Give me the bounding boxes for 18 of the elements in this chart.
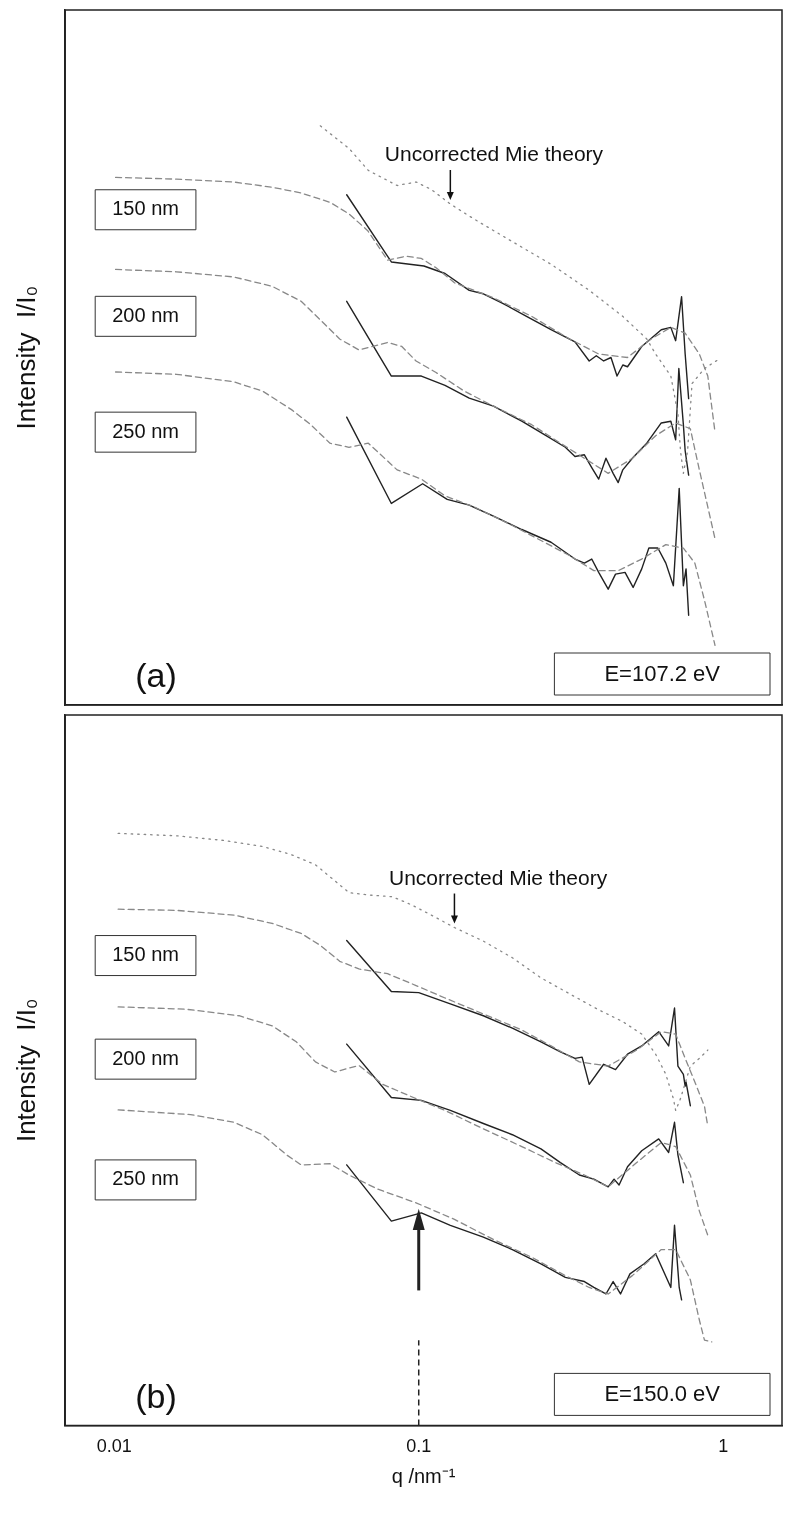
annotation: 150 nm <box>112 197 179 220</box>
annotation: Uncorrected Mie theory <box>388 865 608 889</box>
annotation: 150 nm <box>112 943 179 966</box>
x-axis-title: q /nm⁻¹ <box>391 1464 456 1487</box>
annotation: E=107.2 eV <box>604 661 721 687</box>
annotation: (b) <box>135 1376 177 1415</box>
y-axis-title: Intensity I/I₀ <box>10 998 41 1143</box>
y-axis-title: Intensity I/I₀ <box>10 285 41 430</box>
annotation: 250 nm <box>112 419 179 442</box>
x-tick-label: 0.1 <box>406 1436 432 1457</box>
annotation: Uncorrected Mie theory <box>384 142 604 166</box>
annotation: 200 nm <box>112 303 179 326</box>
annotation: 250 nm <box>112 1167 179 1190</box>
x-tick-label: 1 <box>718 1436 729 1457</box>
x-tick-label: 0.01 <box>96 1436 132 1457</box>
annotation: E=150.0 eV <box>604 1381 721 1407</box>
annotation: 200 nm <box>112 1046 179 1069</box>
annotation: (a) <box>135 656 177 695</box>
